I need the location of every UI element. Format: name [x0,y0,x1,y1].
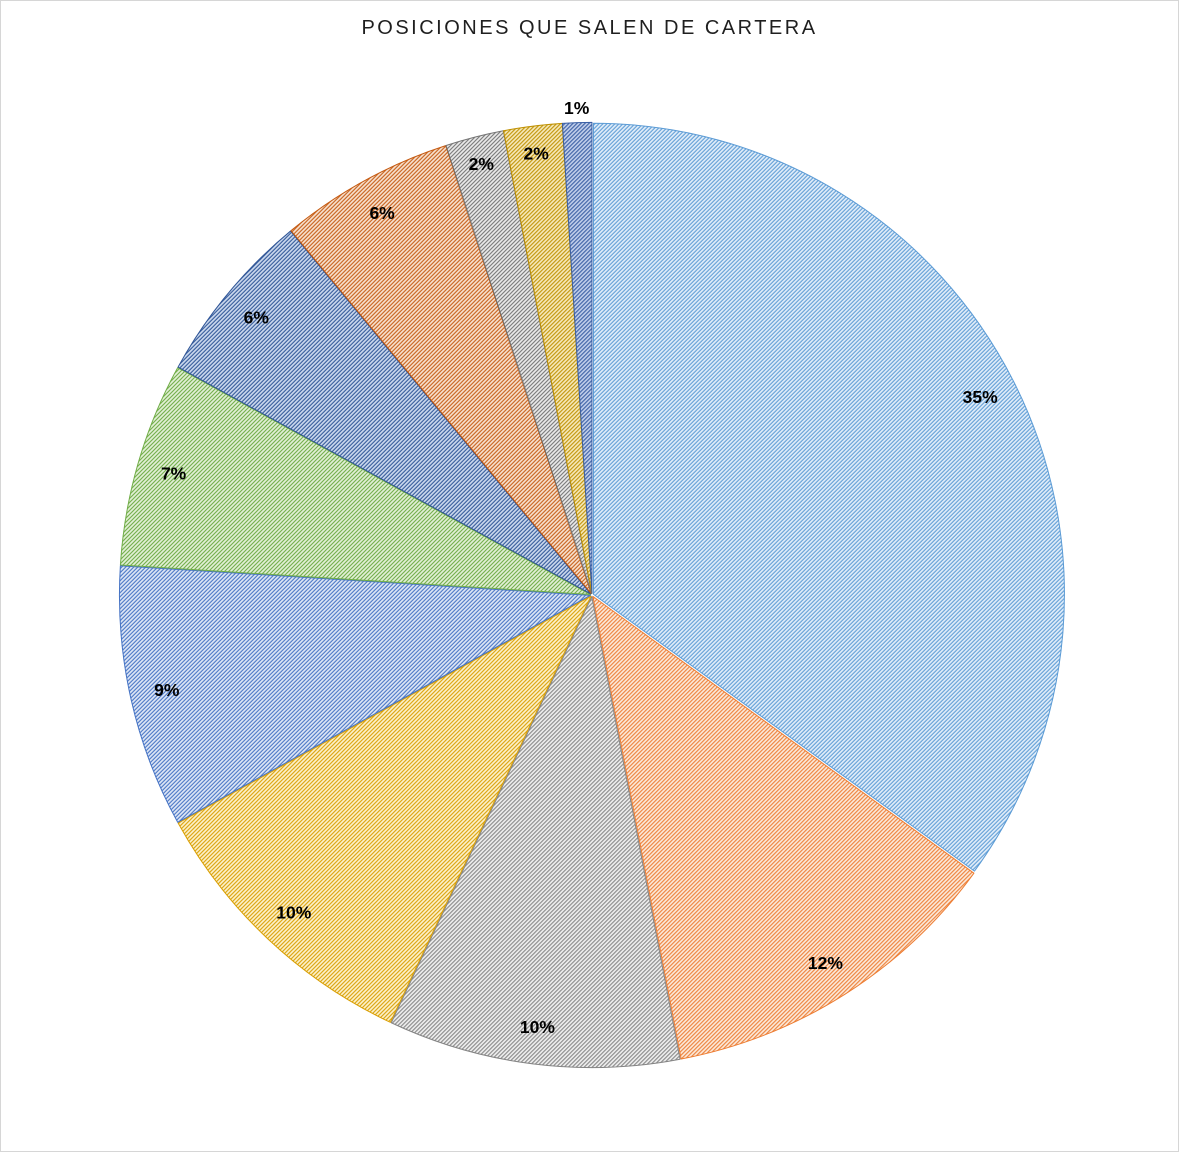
pie-slice-10pct-2[interactable] [390,596,681,1069]
pie-slice-7pct-5[interactable] [119,367,591,596]
pie-slice-6pct-7[interactable] [290,145,592,595]
pie-slice-10pct-3[interactable] [177,595,592,1023]
pie-slice-12pct-1[interactable] [592,595,975,1060]
slice-label-10: 1% [564,98,590,118]
pie-slice-6pct-6[interactable] [177,230,592,595]
pie-slice-1pct-10[interactable] [561,121,593,594]
pie-slice-9pct-4[interactable] [118,565,591,823]
pie-slice-35pct-0[interactable] [592,122,1065,872]
chart-title: POSICIONES QUE SALEN DE CARTERA [361,17,818,39]
